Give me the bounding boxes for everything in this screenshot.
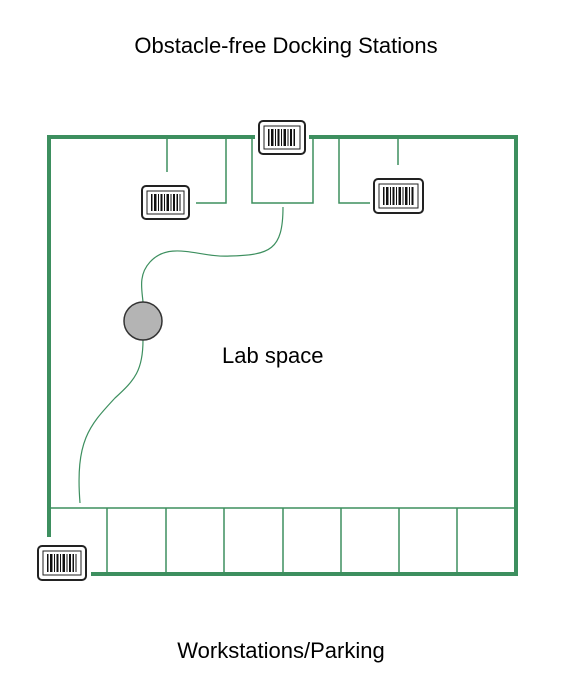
robot-icon bbox=[123, 301, 163, 341]
barcode-icon bbox=[141, 185, 190, 220]
robot-path bbox=[78, 206, 284, 504]
barcode-icon bbox=[37, 545, 87, 581]
room-wall bbox=[91, 135, 518, 576]
docking-bays bbox=[166, 137, 399, 204]
barcode-icon bbox=[258, 120, 306, 155]
room-label: Lab space bbox=[222, 343, 324, 368]
parking-slots bbox=[49, 507, 516, 574]
room-wall bbox=[47, 135, 255, 537]
diagram-title: Obstacle-free Docking Stations bbox=[134, 33, 438, 58]
barcode-icon bbox=[373, 178, 424, 214]
footer-label: Workstations/Parking bbox=[177, 638, 385, 663]
